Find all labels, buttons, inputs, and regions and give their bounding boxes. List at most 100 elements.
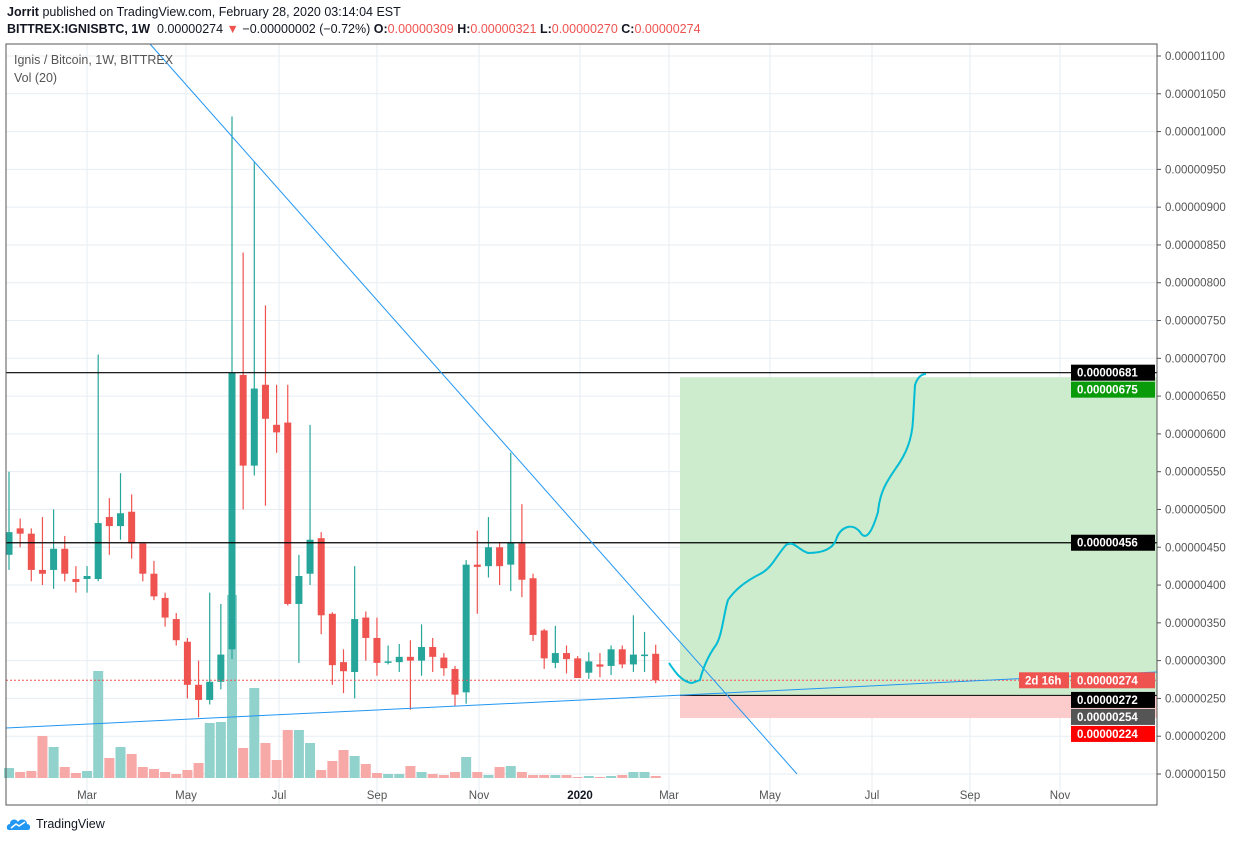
volume-bar (528, 775, 539, 778)
volume-bar (383, 774, 394, 778)
volume-bar (472, 772, 483, 778)
price-label-bg (1071, 381, 1155, 398)
candle-body (72, 579, 80, 583)
candle-body (250, 388, 258, 466)
y-tick-label: 0.00000450 (1165, 542, 1226, 554)
price-label: 0.00000675 (1077, 385, 1138, 397)
candle-body (50, 548, 58, 570)
legend-title[interactable]: Ignis / Bitcoin, 1W, BITTREX (14, 53, 174, 67)
tradingview-logo[interactable]: TradingView (6, 816, 105, 832)
volume-bar (572, 777, 583, 778)
y-tick-label: 0.00000800 (1165, 278, 1226, 290)
brand-name: TradingView (36, 817, 105, 831)
candle-body (540, 630, 548, 659)
close-value: 0.00000274 (634, 22, 701, 36)
low-label: L: (539, 22, 552, 36)
x-tick-label: Jul (865, 790, 880, 802)
candle-body (518, 543, 526, 580)
legend-volume[interactable]: Vol (20) (14, 71, 58, 85)
candle-body (317, 538, 325, 616)
candle-body (38, 569, 46, 574)
volume-bar (327, 761, 338, 778)
candle-body (217, 654, 225, 682)
high-value: 0.00000321 (470, 22, 537, 36)
open-label: O: (373, 22, 388, 36)
y-tick-label: 0.00000300 (1165, 656, 1226, 668)
candle-body (484, 547, 492, 567)
volume-bar (539, 775, 550, 778)
symbol: BITTREX:IGNISBTC, 1W (7, 22, 151, 36)
y-tick-label: 0.00001000 (1165, 127, 1226, 139)
volume-bar (416, 772, 427, 778)
volume-bar (193, 763, 204, 778)
volume-bar (438, 775, 449, 778)
close-label: C: (621, 22, 635, 36)
forecast-path[interactable] (668, 373, 927, 685)
x-tick-label: Nov (1050, 790, 1071, 802)
volume-bars (4, 595, 661, 778)
publish-info: Jorrit published on TradingView.com, Feb… (7, 5, 401, 19)
x-tick-label: Jul (272, 790, 287, 802)
price-label: 0.00000681 (1077, 368, 1138, 380)
x-tick-label: May (175, 790, 197, 802)
candle-body (440, 657, 448, 669)
price-label: 0.00000224 (1077, 729, 1138, 741)
volume-bar (282, 730, 293, 778)
y-tick-label: 0.00000650 (1165, 391, 1226, 403)
volume-bar (48, 747, 59, 778)
candle-body (641, 654, 649, 657)
candle-body (462, 564, 470, 693)
y-tick-label: 0.00001100 (1165, 51, 1225, 63)
price-label-bg (1071, 708, 1155, 725)
candle-body (284, 422, 292, 604)
candle-body (161, 597, 169, 618)
drawings[interactable] (5, 43, 1158, 775)
candle-body (94, 523, 102, 580)
volume-bar (505, 766, 516, 778)
volume-bar (606, 776, 617, 778)
x-tick-label: Sep (367, 790, 387, 802)
candle-body (61, 548, 69, 574)
candle-body (496, 547, 504, 567)
price-label-bg (1071, 364, 1155, 381)
volume-bar (371, 773, 382, 778)
volume-bar (427, 774, 438, 778)
volume-bar (360, 764, 371, 778)
y-tick-label: 0.00000750 (1165, 316, 1226, 328)
x-tick-label: May (759, 790, 781, 802)
price-label-bg (1071, 725, 1155, 742)
candle-body (83, 575, 91, 580)
volume-bar (305, 743, 316, 778)
volume-bar (137, 767, 148, 778)
candle-body (128, 511, 136, 544)
candle-body (429, 647, 437, 657)
volume-bar (349, 756, 360, 778)
candle-body (206, 681, 214, 700)
y-tick-label: 0.00001050 (1165, 89, 1226, 101)
price-label: 0.00000254 (1077, 712, 1138, 724)
candle-body (362, 617, 370, 638)
y-tick-label: 0.00000950 (1165, 164, 1226, 176)
candle-body (529, 578, 537, 635)
volume-bar (628, 772, 639, 778)
price-label-bg (1071, 534, 1155, 551)
candle-body (563, 653, 570, 660)
author[interactable]: Jorrit (7, 5, 39, 19)
y-tick-label: 0.00000150 (1165, 769, 1226, 781)
volume-bar (550, 775, 561, 778)
last-price: 0.00000274 (157, 22, 224, 36)
candle-body (27, 533, 35, 570)
candle-body (306, 539, 314, 574)
x-tick-label: 2020 (567, 790, 593, 802)
candle-body (574, 658, 582, 679)
candle-body (629, 654, 637, 665)
volume-bar (249, 688, 260, 778)
axes: 0.00000150 0.00000200 0.00000250 0.00000300… (5, 43, 1226, 806)
volume-bar (204, 723, 215, 778)
price-label-bg (1071, 672, 1155, 689)
volume-bar (394, 774, 405, 778)
volume-bar (215, 722, 226, 778)
volume-bar (126, 754, 137, 778)
candle-body (395, 656, 403, 663)
